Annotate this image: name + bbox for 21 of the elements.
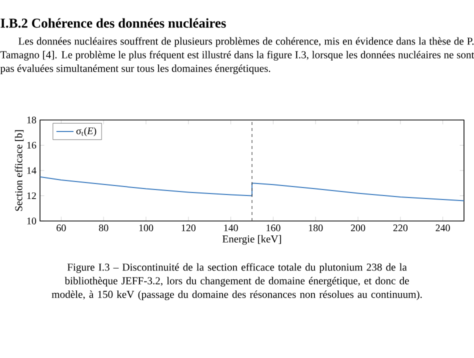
- x-tick-label: 200: [350, 224, 366, 232]
- y-tick-label: 10: [27, 218, 36, 224]
- x-tick-label: 80: [98, 224, 108, 232]
- x-axis-title: Energie [keV]: [222, 235, 281, 245]
- y-tick-label: 18: [27, 116, 36, 124]
- legend-label: σ$_{t}$(E): [76, 127, 96, 136]
- chart-title: I.B.2 Cohérence des données nucléaires: [0, 18, 226, 28]
- x-tick-label: 220: [393, 224, 408, 232]
- y-tick-label: 16: [27, 142, 36, 149]
- chart-subtitle: Les données nucléaires souffrent de plusieurs problèmes de cohérence, mis en évidence dans la thèse de P. Tamagno [4]. Le problème le plus fréquent est illustré dans la figure I.3, lorsque les données nucléaires ne sont pas évaluées simultanément sur tous les domaines énergétiques.: [0, 37, 474, 74]
- x-tick-label: 160: [266, 224, 280, 232]
- x-tick-label: 60: [56, 224, 66, 232]
- y-axis-title: Section efficace [b]: [14, 130, 24, 211]
- y-tick-label: 14: [27, 167, 36, 174]
- x-tick-label: 140: [224, 224, 238, 232]
- y-tick-label: 12: [27, 192, 36, 200]
- x-tick-label: 240: [436, 224, 450, 232]
- x-tick-label: 120: [182, 224, 196, 232]
- x-tick-label: 180: [308, 224, 323, 232]
- text: Figure I.3 – Discontinuité de la section efficace totale du plutonium 238 de la bibliothèque JEFF-3.2, lors du changement de domaine énergétique, et donc de modèle, à 150 keV (passage du domaine des résonances non résolues au continuum).: [52, 263, 422, 300]
- x-tick-label: 100: [139, 224, 154, 232]
